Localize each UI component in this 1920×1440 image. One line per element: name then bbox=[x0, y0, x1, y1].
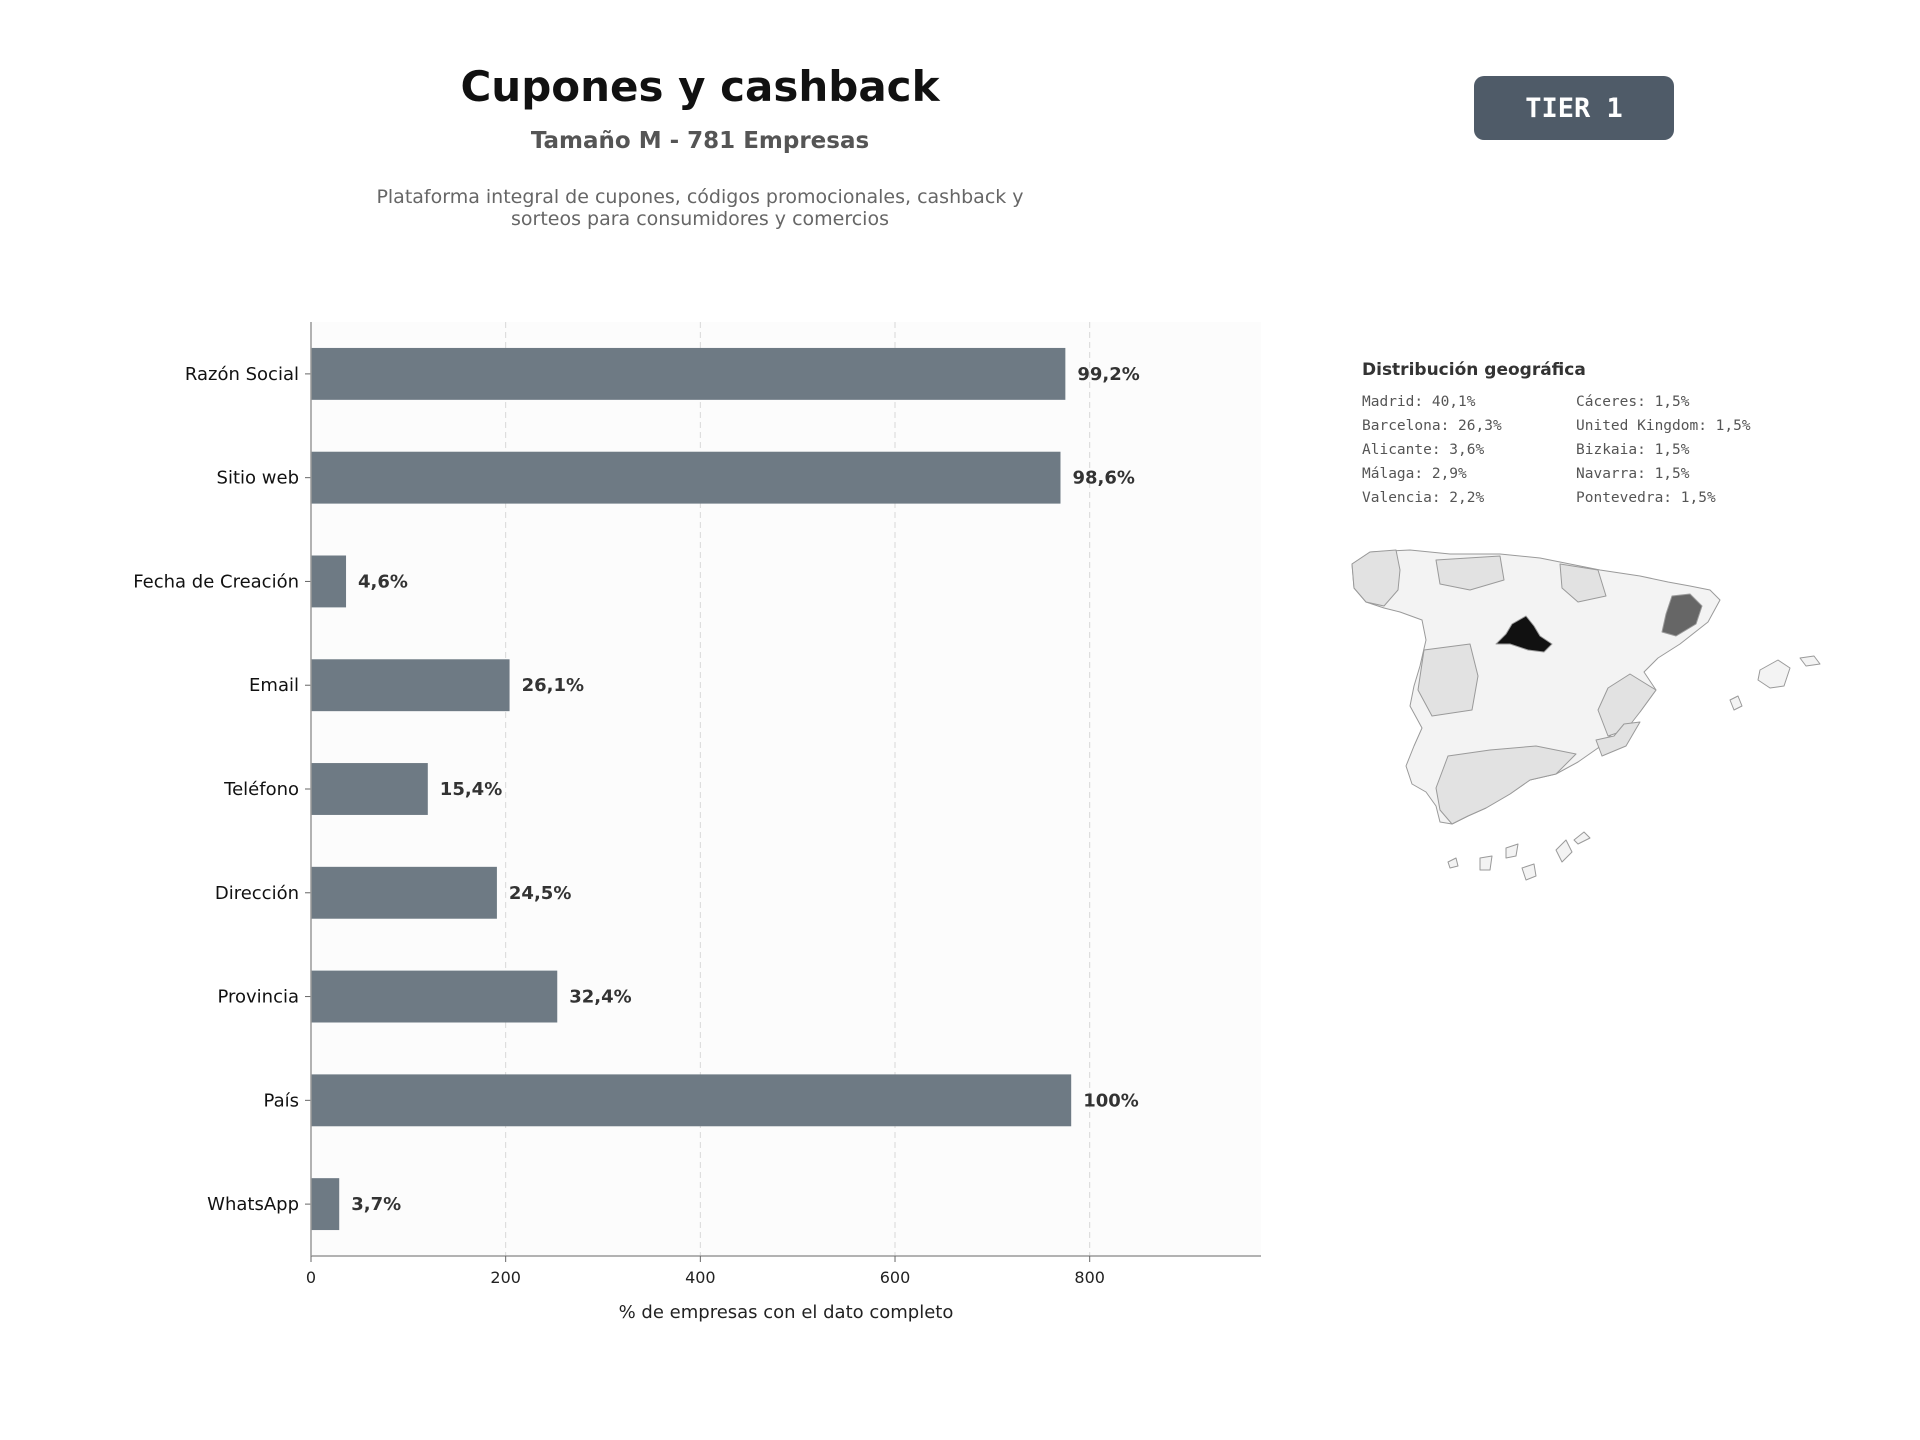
bar bbox=[311, 347, 1066, 400]
map-region-canarias-5 bbox=[1555, 839, 1573, 863]
map-region-madrid bbox=[1495, 615, 1553, 653]
map-region-caceres bbox=[1417, 643, 1479, 717]
map-region-barcelona bbox=[1661, 593, 1703, 637]
bar bbox=[311, 1074, 1072, 1127]
bar bbox=[311, 451, 1061, 504]
category-label: Fecha de Creación bbox=[133, 571, 299, 592]
geo-item: Alicante: 3,6% bbox=[1362, 442, 1485, 458]
bar-value-label: 3,7% bbox=[351, 1194, 401, 1215]
map-region-baleares-menorca bbox=[1799, 655, 1821, 667]
geo-item: Bizkaia: 1,5% bbox=[1576, 442, 1690, 458]
bar-value-labels: 99,2% 98,6% 4,6% 26,1% 15,4% 24,5% 32,4% 100% 3,… bbox=[351, 364, 1140, 1215]
map-region-canarias-3 bbox=[1505, 843, 1519, 859]
geo-item: Barcelona: 26,3% bbox=[1362, 418, 1502, 434]
x-tick-label: 400 bbox=[685, 1268, 716, 1287]
map-region-north bbox=[1435, 555, 1505, 591]
map-region-canarias-2 bbox=[1479, 855, 1493, 871]
x-tick-label: 800 bbox=[1074, 1268, 1105, 1287]
bar bbox=[311, 970, 558, 1023]
category-label: Email bbox=[249, 675, 299, 696]
map-region-andalucia bbox=[1435, 745, 1577, 825]
category-label: País bbox=[264, 1090, 299, 1111]
bar bbox=[311, 866, 497, 919]
geo-title: Distribución geográfica bbox=[1362, 360, 1586, 380]
map-region-peninsula bbox=[1351, 549, 1721, 825]
map-region-canarias-6 bbox=[1573, 831, 1591, 845]
map-region-murcia-alicante bbox=[1595, 721, 1641, 757]
bars bbox=[311, 347, 1072, 1231]
x-tick-label: 600 bbox=[880, 1268, 911, 1287]
x-tick-label: 200 bbox=[490, 1268, 521, 1287]
map-region-canarias-4 bbox=[1521, 863, 1537, 881]
x-ticks: 0 200 400 600 800 bbox=[306, 1256, 1105, 1287]
geo-item: Cáceres: 1,5% bbox=[1576, 394, 1690, 410]
bar-value-label: 32,4% bbox=[569, 987, 631, 1008]
geo-item: Pontevedra: 1,5% bbox=[1576, 490, 1716, 506]
geo-item: Madrid: 40,1% bbox=[1362, 394, 1476, 410]
bar-value-label: 26,1% bbox=[522, 675, 584, 696]
bar bbox=[311, 763, 428, 815]
geo-item: United Kingdom: 1,5% bbox=[1576, 418, 1751, 434]
bar-value-label: 98,6% bbox=[1072, 468, 1134, 489]
chart-subtitle: Tamaño M - 781 Empresas bbox=[530, 128, 870, 154]
bar-chart: 99,2% 98,6% 4,6% 26,1% 15,4% 24,5% 32,4% 100% 3,… bbox=[133, 322, 1261, 1323]
category-label: WhatsApp bbox=[207, 1194, 299, 1215]
bar bbox=[311, 555, 347, 608]
x-tick-label: 0 bbox=[306, 1268, 316, 1287]
geo-panel: Distribución geográfica Madrid: 40,1% Cá… bbox=[1362, 360, 1882, 506]
map-region-galicia bbox=[1351, 549, 1401, 607]
category-labels: Razón Social Sitio web Fecha de Creación Em… bbox=[133, 364, 311, 1215]
description-line: Plataforma integral de cupones, códigos … bbox=[376, 186, 1024, 208]
bar-value-label: 99,2% bbox=[1077, 364, 1139, 385]
spain-map bbox=[1351, 549, 1821, 881]
chart-title: Cupones y cashback bbox=[460, 62, 940, 111]
x-axis-label: % de empresas con el dato completo bbox=[619, 1302, 954, 1323]
category-label: Dirección bbox=[215, 883, 299, 904]
category-label: Razón Social bbox=[185, 364, 299, 385]
map-region-baleares-mallorca bbox=[1757, 659, 1791, 689]
category-label: Teléfono bbox=[223, 779, 299, 800]
map-region-baleares-ibiza bbox=[1729, 695, 1743, 711]
map-region-canarias-1 bbox=[1447, 857, 1459, 869]
bar-value-label: 24,5% bbox=[509, 883, 571, 904]
category-label: Sitio web bbox=[217, 468, 299, 489]
description-line: sorteos para consumidores y comercios bbox=[511, 208, 889, 230]
category-label: Provincia bbox=[217, 987, 299, 1008]
bar-value-label: 100% bbox=[1083, 1090, 1139, 1111]
chart-description: Plataforma integral de cupones, códigos … bbox=[300, 186, 1100, 230]
geo-item: Málaga: 2,9% bbox=[1362, 466, 1467, 482]
bar-value-label: 15,4% bbox=[440, 779, 502, 800]
geo-list: Madrid: 40,1% Cáceres: 1,5% Barcelona: 2… bbox=[1362, 394, 1882, 506]
bar-value-label: 4,6% bbox=[358, 571, 408, 592]
geo-item: Navarra: 1,5% bbox=[1576, 466, 1690, 482]
geo-item: Valencia: 2,2% bbox=[1362, 490, 1485, 506]
map-region-basque bbox=[1559, 563, 1607, 603]
bar bbox=[311, 1178, 340, 1231]
tier-badge: TIER 1 bbox=[1474, 76, 1674, 140]
bar bbox=[311, 659, 510, 712]
